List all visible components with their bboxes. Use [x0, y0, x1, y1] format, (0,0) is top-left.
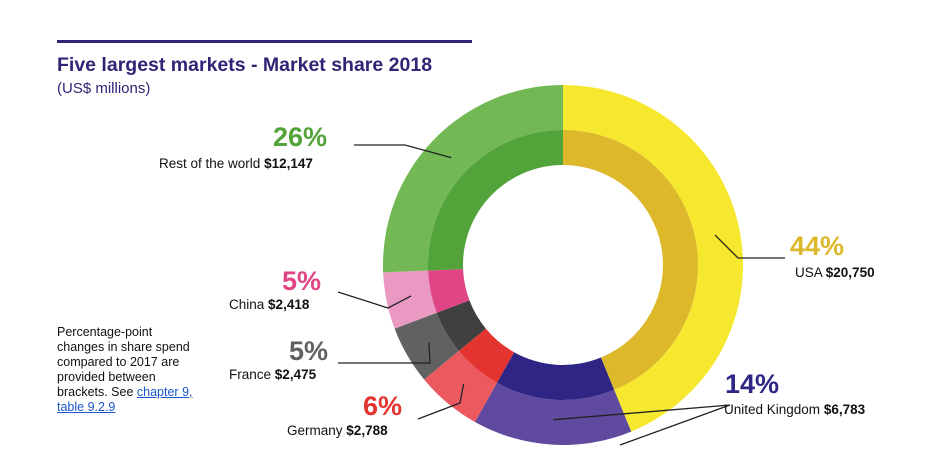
share-label-germany: 6% [363, 391, 403, 421]
leader-lines [337, 144, 785, 446]
value-label-usa: USA $20,750 [795, 265, 875, 280]
slice-inner-germany [458, 328, 515, 383]
share-label-china: 5% [282, 266, 322, 296]
share-label-uk: 14% [725, 369, 780, 399]
title-rule [57, 40, 472, 43]
leader-line-uk [553, 404, 731, 446]
leader-line-germany [417, 383, 465, 420]
slice-outer-row [383, 85, 563, 273]
value-label-uk: United Kingdom $6,783 [724, 402, 866, 417]
chart-title: Five largest markets - Market share 2018 [57, 54, 433, 76]
slice-outer-usa [563, 85, 744, 432]
slice-inner-france [436, 300, 486, 351]
donut-slices [383, 85, 744, 445]
share-label-usa: 44% [790, 231, 845, 261]
slice-outer-france [394, 312, 459, 380]
slice-inner-china [428, 269, 470, 313]
leader-line-usa [714, 234, 785, 259]
chapter-link[interactable]: chapter 9, table 9.2.9 [57, 385, 193, 414]
leader-line-france [338, 342, 431, 364]
share-label-row: 26% [273, 122, 328, 152]
footnote: Percentage-point changes in share spend … [57, 325, 193, 414]
slice-outer-uk [474, 382, 632, 445]
value-label-china: China $2,418 [229, 297, 310, 312]
chart-subtitle: (US$ millions) [57, 80, 151, 97]
share-label-france: 5% [289, 336, 329, 366]
slice-inner-uk [496, 352, 615, 400]
value-label-germany: Germany $2,788 [287, 423, 388, 438]
slice-inner-usa [563, 130, 698, 390]
leader-line-row [354, 144, 452, 159]
leader-line-china [337, 291, 412, 309]
value-label-france: France $2,475 [229, 367, 317, 382]
slice-outer-germany [424, 350, 497, 422]
value-label-row: Rest of the world $12,147 [159, 156, 313, 171]
slice-inner-row [428, 130, 563, 271]
slice-outer-china [383, 270, 437, 329]
